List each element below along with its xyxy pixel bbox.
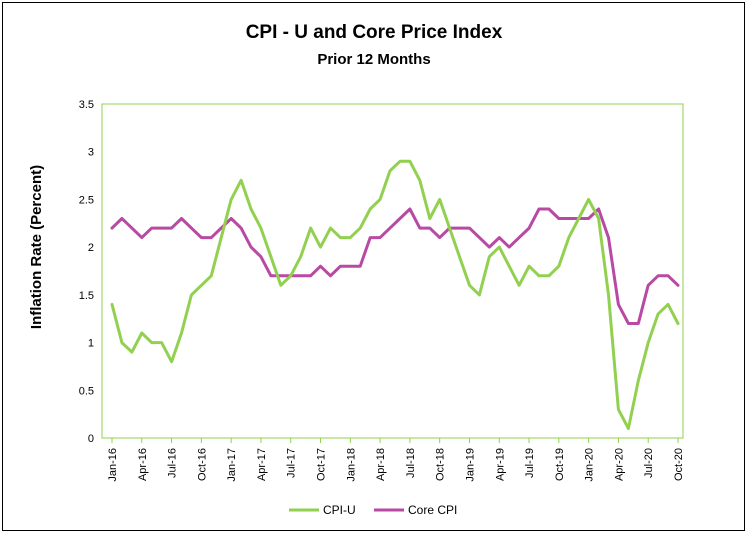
y-axis-label: Inflation Rate (Percent) — [28, 165, 45, 329]
x-tick-label: Apr-20 — [613, 448, 625, 481]
x-tick-label: Oct-18 — [435, 448, 447, 481]
series-lines — [110, 159, 680, 430]
x-tick-label: Jul-20 — [643, 448, 655, 478]
series-line-core-cpi — [110, 207, 680, 325]
x-tick-label: Oct-16 — [196, 448, 208, 481]
x-axis: Jan-16 Apr-16 Jul-16 Oct-16 Jan-17 Apr-17 Jul-… — [107, 438, 685, 482]
legend-label-cpi-u: CPI-U — [323, 503, 356, 517]
series-line-cpi-u — [110, 159, 680, 430]
y-tick-label: 1 — [88, 338, 94, 350]
y-tick-label: 1.5 — [79, 290, 94, 302]
chart-title: CPI - U and Core Price Index — [246, 22, 503, 43]
x-tick-label: Jul-16 — [167, 448, 179, 478]
legend-label-core-cpi: Core CPI — [408, 503, 457, 517]
x-tick-label: Jul-17 — [286, 448, 298, 478]
y-tick-label: 0 — [88, 433, 94, 445]
x-tick-label: Apr-16 — [137, 448, 149, 481]
x-tick-label: Jul-18 — [405, 448, 417, 478]
y-axis: 0 0.5 1 1.5 2 2.5 3 3.5 — [79, 99, 94, 445]
plot-area — [101, 103, 684, 439]
x-tick-label: Apr-19 — [494, 448, 506, 481]
y-tick-label: 2 — [88, 242, 94, 254]
x-tick-label: Jan-20 — [584, 448, 596, 482]
x-tick-label: Jan-19 — [464, 448, 476, 482]
x-tick-label: Oct-17 — [316, 448, 328, 481]
x-tick-label: Jan-17 — [226, 448, 238, 482]
x-tick-label: Jul-19 — [524, 448, 536, 478]
legend: CPI-U Core CPI — [289, 503, 457, 517]
x-tick-label: Apr-17 — [256, 448, 268, 481]
chart-subtitle: Prior 12 Months — [317, 51, 430, 68]
y-tick-label: 3 — [88, 147, 94, 159]
y-tick-label: 2.5 — [79, 194, 94, 206]
x-tick-label: Oct-20 — [673, 448, 685, 481]
x-tick-label: Oct-19 — [554, 448, 566, 481]
y-tick-label: 3.5 — [79, 99, 94, 111]
x-tick-label: Apr-18 — [375, 448, 387, 481]
x-tick-label: Jan-16 — [107, 448, 119, 482]
y-tick-label: 0.5 — [79, 385, 94, 397]
x-tick-label: Jan-18 — [345, 448, 357, 482]
